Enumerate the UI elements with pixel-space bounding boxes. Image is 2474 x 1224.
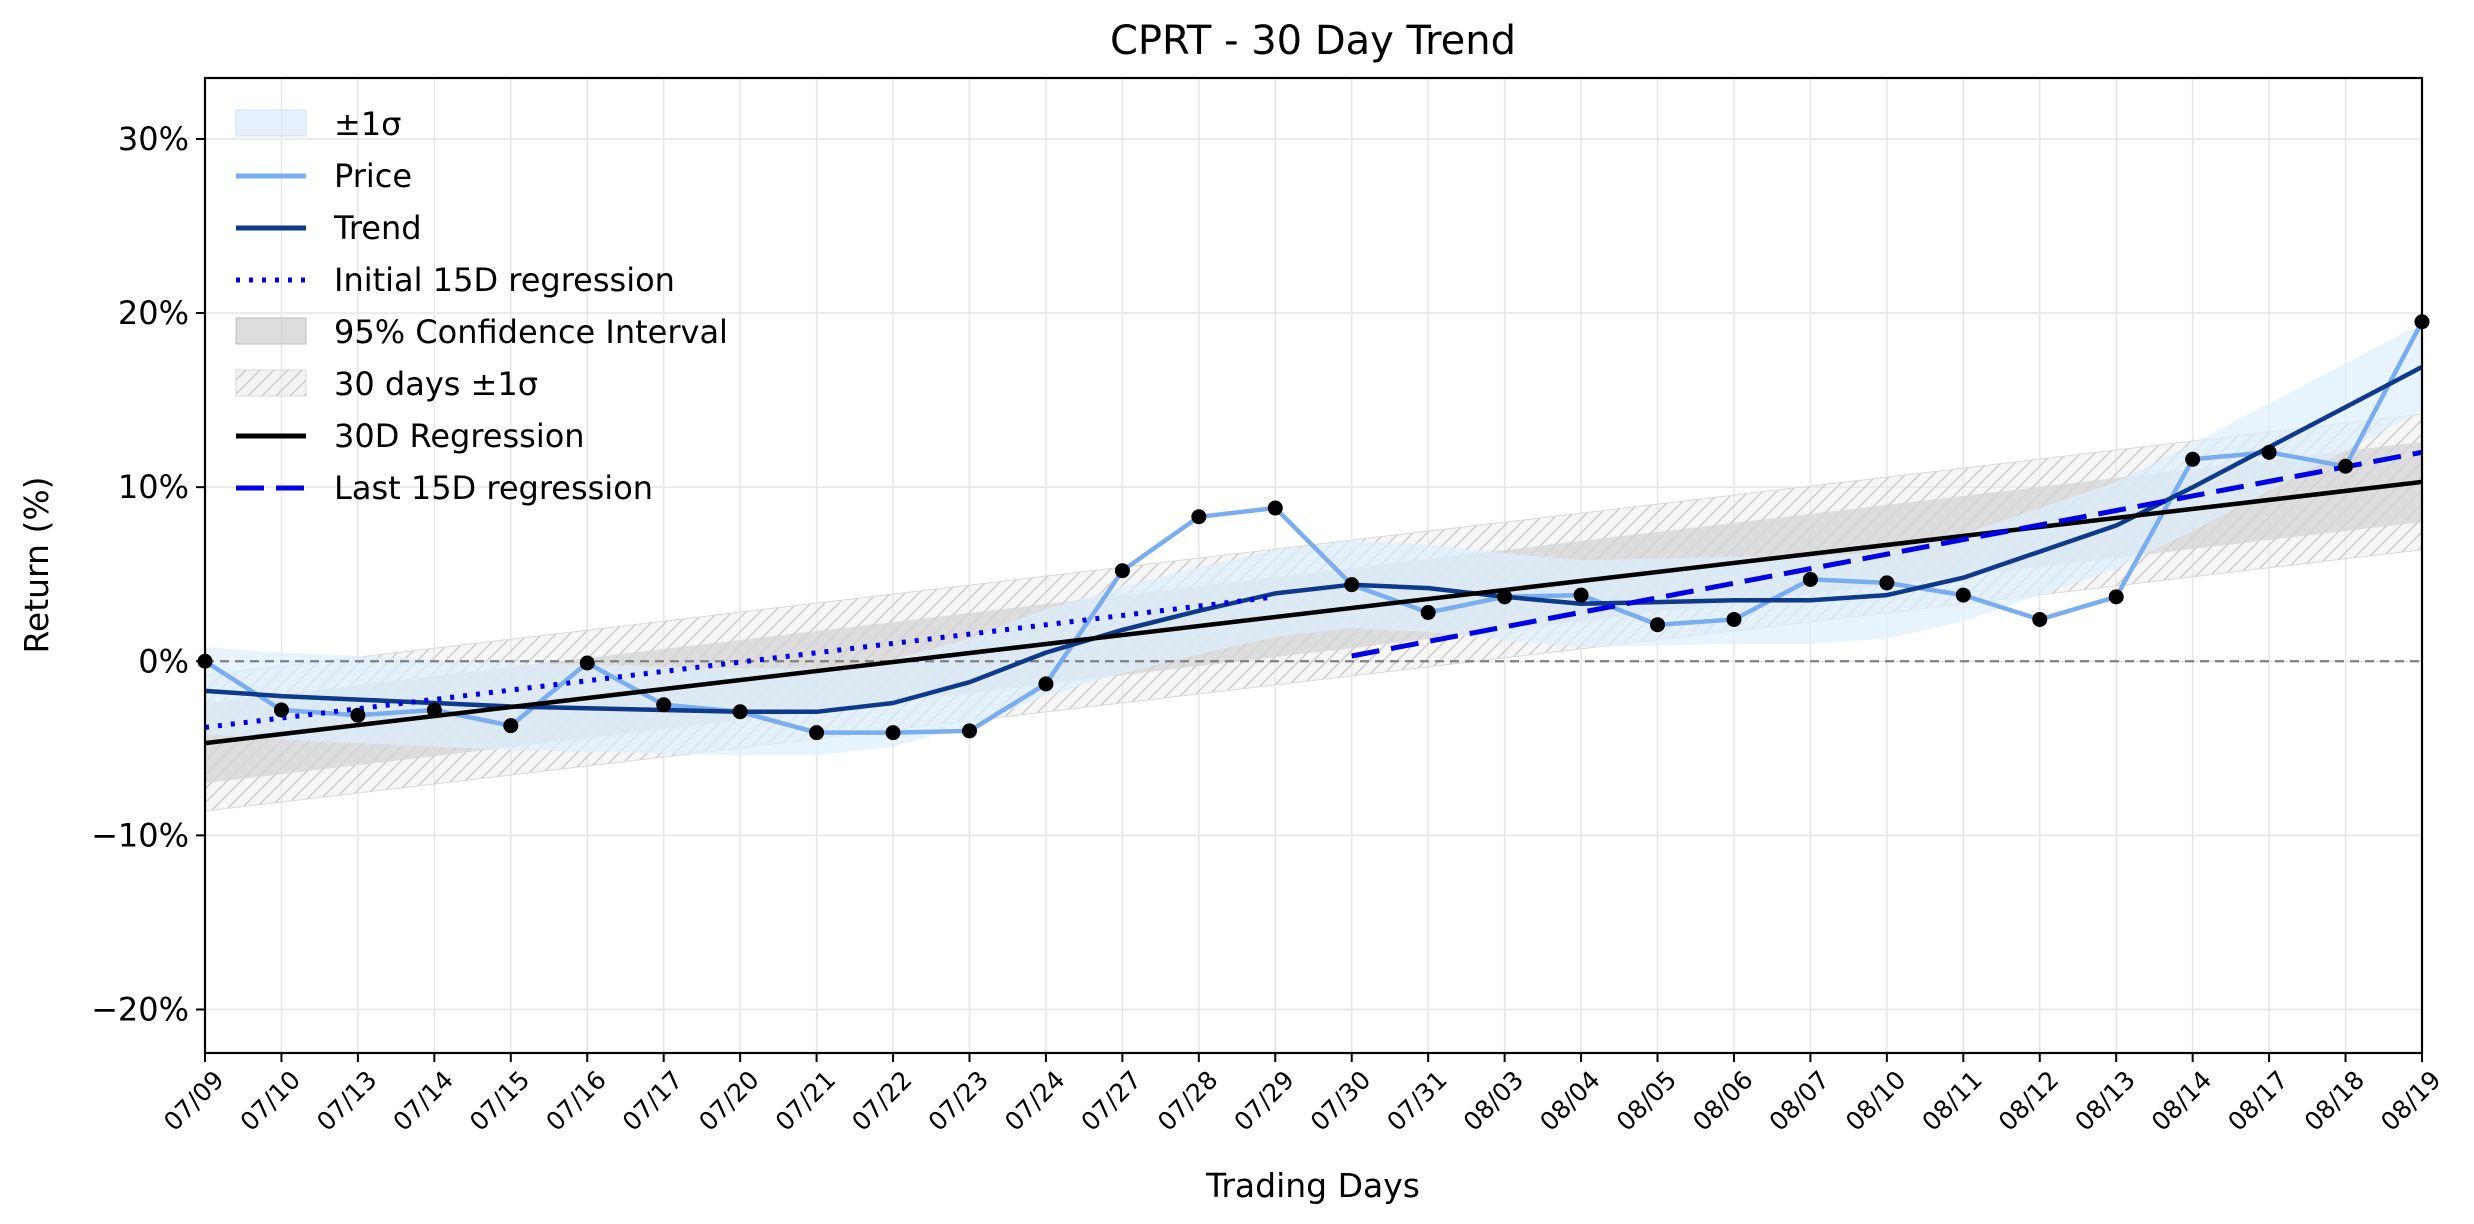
x-tick-label: 08/10 xyxy=(1840,1065,1911,1136)
legend-label: Price xyxy=(334,157,412,195)
y-tick-label: −20% xyxy=(91,990,189,1028)
legend-label: 95% Confidence Interval xyxy=(334,313,728,351)
legend-label: Last 15D regression xyxy=(334,469,653,507)
y-tick-label: 30% xyxy=(118,120,189,158)
legend-label: Trend xyxy=(333,209,422,247)
x-axis: 07/09 07/10 07/13 07/14 07/15 07/16 07/17 07/20… xyxy=(158,1053,2447,1137)
y-tick-label: 10% xyxy=(118,468,189,506)
x-tick-label: 08/06 xyxy=(1687,1065,1758,1136)
price-point-07-31 xyxy=(1420,605,1436,621)
series-last-15d-regression xyxy=(1351,449,2422,659)
price-point-07-20 xyxy=(732,704,748,720)
y-axis: −20% −10% 0% 10% 20% 30% xyxy=(91,120,205,1028)
y-tick-label: 0% xyxy=(138,642,189,680)
x-tick-label: 07/20 xyxy=(693,1065,764,1136)
legend: ±1σ Price Trend Initial 15D regression 95% C… xyxy=(235,105,728,507)
legend-item-price: Price xyxy=(236,157,412,195)
price-point-08-10 xyxy=(1879,575,1895,591)
legend-item-30d-regression: 30D Regression xyxy=(236,417,585,455)
price-point-07-30 xyxy=(1344,577,1360,593)
x-tick-label: 07/13 xyxy=(311,1065,382,1136)
x-tick-label: 07/15 xyxy=(464,1065,535,1136)
price-point-08-18 xyxy=(2338,458,2354,474)
legend-item-95-confidence-interval: 95% Confidence Interval xyxy=(235,313,728,351)
price-point-08-13 xyxy=(2108,589,2124,605)
x-tick-label: 07/09 xyxy=(158,1065,229,1136)
x-tick-label: 08/05 xyxy=(1611,1065,1682,1136)
x-tick-label: 07/31 xyxy=(1381,1065,1452,1136)
legend-item-last-15d-regression: Last 15D regression xyxy=(236,469,653,507)
x-tick-label: 08/07 xyxy=(1764,1065,1835,1136)
legend-item--1-: ±1σ xyxy=(235,105,401,143)
price-point-07-27 xyxy=(1114,563,1130,579)
series-initial-15d-regression xyxy=(205,594,1276,730)
x-tick-label: 08/03 xyxy=(1458,1065,1529,1136)
price-point-08-05 xyxy=(1650,617,1666,633)
x-axis-label: Trading Days xyxy=(1205,1166,1420,1205)
legend-label: Initial 15D regression xyxy=(334,261,675,299)
series-price xyxy=(205,320,2422,735)
y-tick-label: −10% xyxy=(91,816,189,854)
series-lines xyxy=(205,320,2422,746)
x-tick-label: 07/24 xyxy=(999,1065,1070,1136)
x-tick-label: 08/19 xyxy=(2375,1065,2446,1136)
x-tick-label: 07/23 xyxy=(923,1065,994,1136)
price-point-07-17 xyxy=(656,697,672,713)
price-point-08-17 xyxy=(2261,444,2277,460)
price-markers xyxy=(197,314,2430,741)
x-tick-label: 08/13 xyxy=(2069,1065,2140,1136)
legend-label: 30 days ±1σ xyxy=(334,365,538,403)
price-point-07-29 xyxy=(1267,500,1283,516)
price-point-07-21 xyxy=(809,725,825,741)
price-point-07-28 xyxy=(1191,509,1207,525)
series-30d-regression xyxy=(205,479,2422,746)
x-tick-label: 07/28 xyxy=(1152,1065,1223,1136)
x-tick-label: 07/30 xyxy=(1305,1065,1376,1136)
x-tick-label: 07/10 xyxy=(235,1065,306,1136)
price-point-08-14 xyxy=(2185,451,2201,467)
price-point-07-23 xyxy=(961,723,977,739)
x-tick-label: 08/12 xyxy=(1993,1065,2064,1136)
y-axis-label: Return (%) xyxy=(17,476,56,653)
legend-item-30-days-1-: 30 days ±1σ xyxy=(235,365,538,403)
price-point-08-07 xyxy=(1802,571,1818,587)
x-tick-label: 07/29 xyxy=(1228,1065,1299,1136)
x-tick-label: 07/21 xyxy=(770,1065,841,1136)
x-tick-label: 07/17 xyxy=(617,1065,688,1136)
price-point-08-03 xyxy=(1497,589,1513,605)
x-tick-label: 07/27 xyxy=(1076,1065,1147,1136)
x-tick-label: 07/22 xyxy=(846,1065,917,1136)
price-point-08-04 xyxy=(1573,587,1589,603)
price-point-07-10 xyxy=(273,702,289,718)
legend-item-initial-15d-regression: Initial 15D regression xyxy=(236,261,675,299)
y-tick-label: 20% xyxy=(118,294,189,332)
price-point-08-12 xyxy=(2032,611,2048,627)
chart-title: CPRT - 30 Day Trend xyxy=(1110,18,1516,64)
series-trend xyxy=(205,365,2422,715)
legend-item-trend: Trend xyxy=(236,209,422,247)
x-tick-label: 08/18 xyxy=(2299,1065,2370,1136)
plot-frame xyxy=(203,76,2424,1055)
price-point-07-13 xyxy=(350,707,366,723)
legend-label: 30D Regression xyxy=(334,417,585,455)
legend-swatch xyxy=(235,317,307,345)
price-point-08-06 xyxy=(1726,611,1742,627)
price-point-07-15 xyxy=(503,718,519,734)
price-point-07-14 xyxy=(426,702,442,718)
price-point-08-11 xyxy=(1955,587,1971,603)
x-tick-label: 08/11 xyxy=(1916,1065,1987,1136)
price-point-07-24 xyxy=(1038,676,1054,692)
price-point-07-16 xyxy=(579,655,595,671)
legend-swatch-hatch xyxy=(236,370,306,396)
x-tick-label: 07/14 xyxy=(388,1065,459,1136)
legend-swatch xyxy=(235,109,307,137)
price-point-07-22 xyxy=(885,725,901,741)
x-tick-label: 08/04 xyxy=(1534,1065,1605,1136)
x-tick-label: 08/14 xyxy=(2146,1065,2217,1136)
x-tick-label: 07/16 xyxy=(540,1065,611,1136)
legend-label: ±1σ xyxy=(334,105,401,143)
x-tick-label: 08/17 xyxy=(2222,1065,2293,1136)
